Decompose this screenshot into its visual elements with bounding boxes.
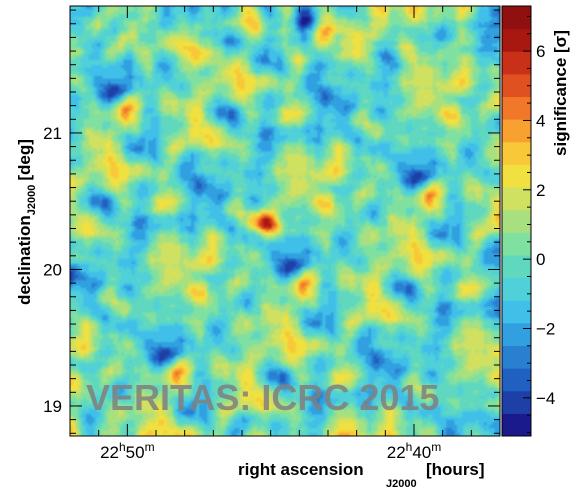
colorbar-bin: [502, 323, 531, 346]
y-tick-label: 21: [43, 124, 62, 143]
svg-text:J2000: J2000: [386, 478, 417, 490]
y-tick-label: 20: [43, 260, 62, 279]
colorbar-tick-label: 0: [536, 250, 545, 269]
colorbar-bin: [502, 345, 531, 368]
colorbar-tick-label: 4: [536, 111, 545, 130]
colorbar-bin: [502, 29, 531, 52]
heatmap-area: [70, 6, 500, 436]
colorbar-bin: [502, 210, 531, 233]
svg-text:significance [σ]: significance [σ]: [551, 30, 570, 156]
colorbar-bin: [502, 187, 531, 210]
colorbar-tick-label: −2: [536, 320, 555, 339]
colorbar-bin: [502, 51, 531, 74]
y-axis-title: declinationJ2000[deg]: [15, 139, 38, 305]
colorbar-bin: [502, 413, 531, 436]
svg-text:declinationJ2000[deg]: declinationJ2000[deg]: [15, 139, 38, 305]
colorbar-title: significance [σ]: [551, 30, 570, 156]
svg-text:[hours]: [hours]: [426, 460, 485, 479]
colorbar-bin: [502, 255, 531, 278]
colorbar-bin: [502, 278, 531, 301]
colorbar-tick-label: 6: [536, 42, 545, 61]
colorbar: [502, 6, 531, 437]
colorbar-bin: [502, 74, 531, 97]
colorbar-bin: [502, 300, 531, 323]
colorbar-bin: [502, 391, 531, 414]
significance-heatmap: [70, 6, 500, 436]
x-tick-label: 22h40m: [387, 440, 442, 462]
colorbar-bin: [502, 6, 531, 29]
colorbar-bin: [502, 119, 531, 142]
svg-text:right ascension: right ascension: [238, 460, 364, 479]
colorbar-bin: [502, 97, 531, 120]
colorbar-bin: [502, 164, 531, 187]
colorbar-bin: [502, 368, 531, 391]
veritas-watermark: VERITAS: ICRC 2015: [86, 377, 439, 418]
colorbar-bin: [502, 142, 531, 165]
x-tick-label: 22h50m: [100, 440, 155, 462]
x-axis-title: right ascension J2000 [hours]: [238, 460, 485, 490]
colorbar-tick-label: −4: [536, 389, 555, 408]
colorbar-tick-label: 2: [536, 181, 545, 200]
y-tick-label: 19: [43, 397, 62, 416]
colorbar-bin: [502, 232, 531, 255]
